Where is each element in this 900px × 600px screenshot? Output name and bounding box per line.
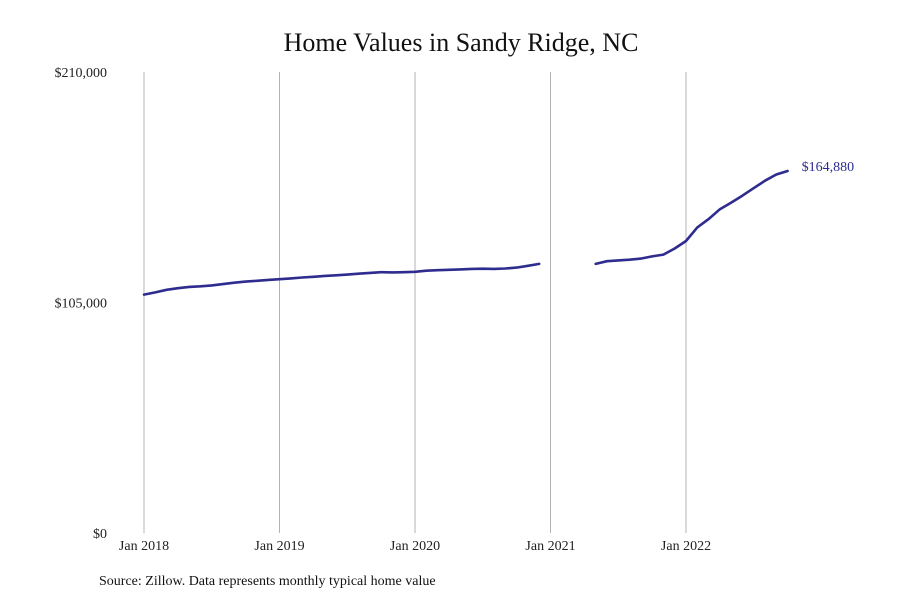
y-tick-label: $105,000 [55,297,108,312]
vertical-gridlines [143,72,687,533]
chart-title: Home Values in Sandy Ridge, NC [284,28,639,57]
x-tick-label: Jan 2020 [390,539,440,554]
y-axis-tick-labels: $0 $105,000 $210,000 [55,66,108,542]
series-lines [142,169,789,296]
x-tick-label: Jan 2021 [525,539,575,554]
y-tick-label: $0 [93,527,107,542]
x-tick-label: Jan 2019 [254,539,304,554]
y-tick-label: $210,000 [55,66,108,81]
x-tick-label: Jan 2022 [661,539,711,554]
series-line-segment [142,262,541,296]
x-axis-tick-labels: Jan 2018 Jan 2019 Jan 2020 Jan 2021 Jan 2022 [119,539,711,554]
source-note: Source: Zillow. Data represents monthly … [99,574,436,589]
end-value-label: $164,880 [802,160,855,175]
x-tick-label: Jan 2018 [119,539,169,554]
series-line-segment [594,169,789,266]
